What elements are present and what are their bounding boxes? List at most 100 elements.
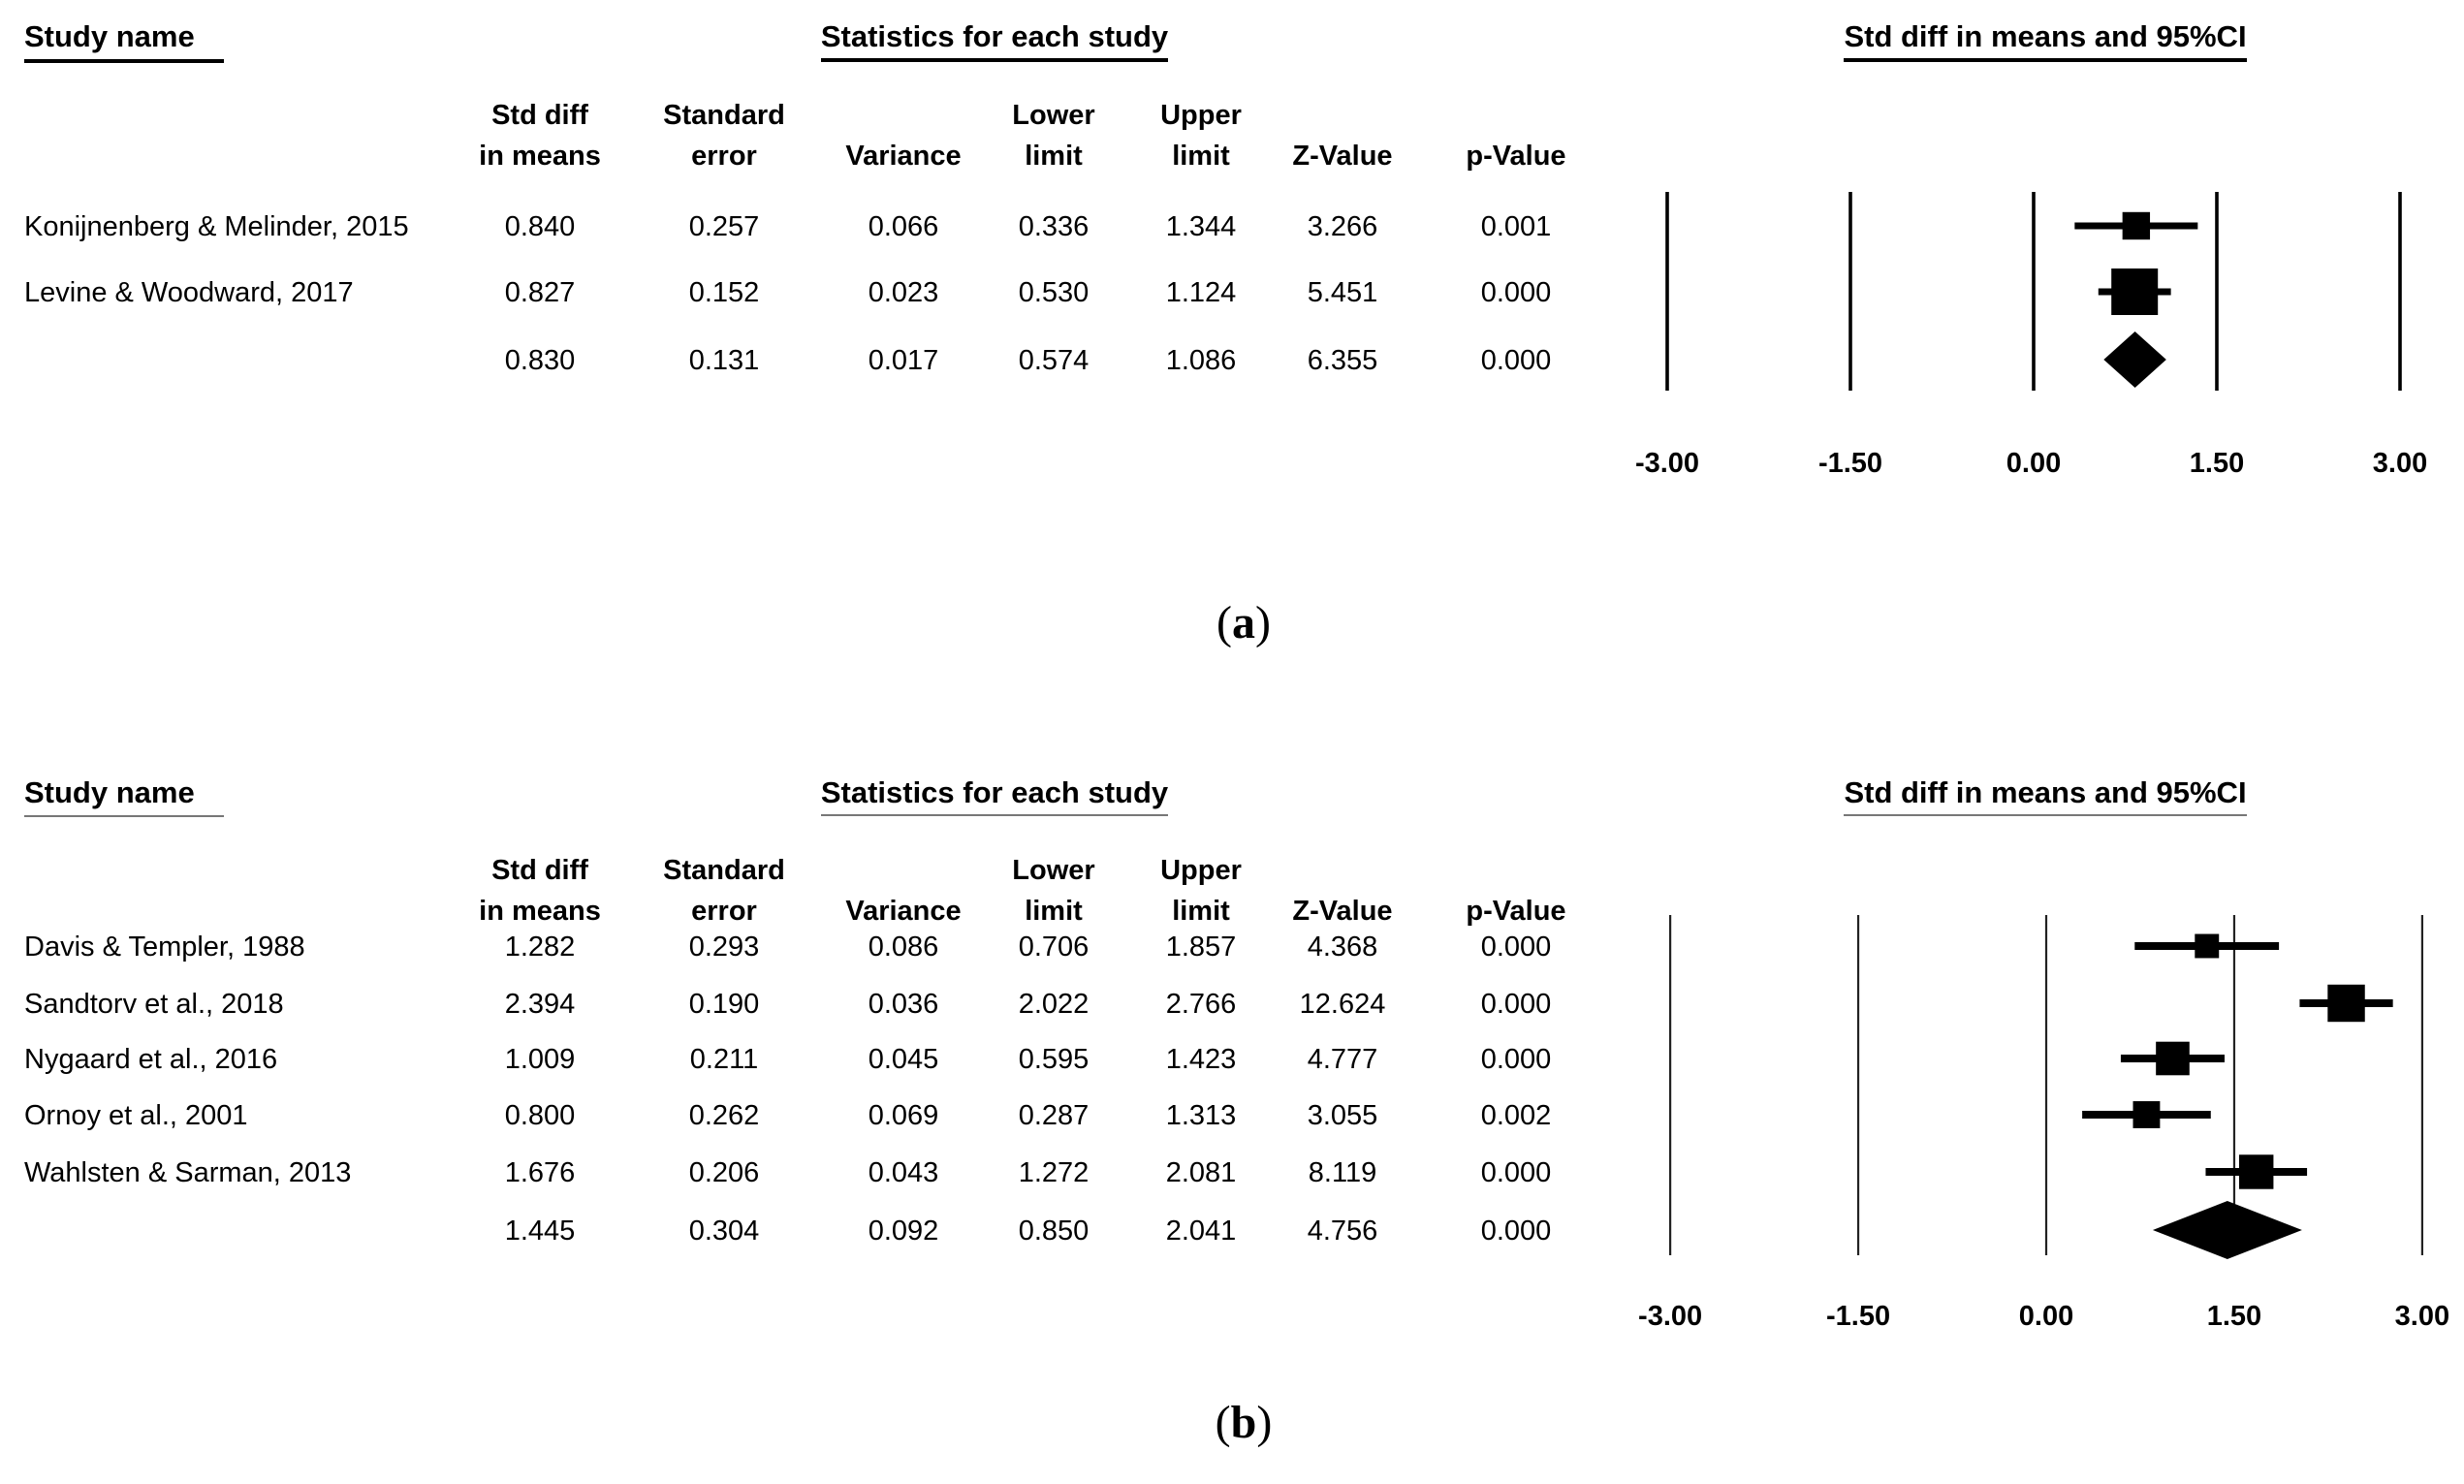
pooled-std-diff-value: 0.830	[504, 345, 576, 376]
study-name: Sandtorv et al., 2018	[24, 989, 284, 1020]
study-name-column-title: Study name	[24, 775, 224, 817]
p-value: 0.000	[1480, 931, 1552, 963]
stats-section-title: Statistics for each study	[752, 775, 1237, 816]
forest-plot-a: -3.00 -1.50 0.00 1.50 3.00	[1635, 192, 2427, 479]
upper-limit-value: 1.857	[1165, 931, 1237, 963]
column-header: Variance	[845, 141, 962, 172]
variance-value: 0.066	[868, 211, 939, 242]
effect-square	[2327, 984, 2365, 1023]
z-value: 3.055	[1307, 1100, 1378, 1131]
column-header: Std diff	[491, 100, 588, 131]
column-header: Standard	[663, 855, 785, 886]
axis-tick-label: 1.50	[2207, 1301, 2261, 1332]
standard-error-value: 0.293	[688, 931, 760, 963]
std-diff-value: 0.840	[504, 211, 576, 242]
variance-value: 0.086	[868, 931, 939, 963]
z-value: 5.451	[1307, 277, 1378, 308]
study-name: Levine & Woodward, 2017	[24, 277, 354, 308]
plot-section-title-text: Std diff in means and 95%CI	[1844, 775, 2247, 816]
effect-square	[2238, 1154, 2274, 1189]
pooled-diamond	[2152, 1201, 2302, 1259]
pooled-p-value: 0.000	[1480, 1216, 1552, 1247]
pooled-upper-limit-value: 1.086	[1165, 345, 1237, 376]
lower-limit-value: 0.287	[1018, 1100, 1090, 1131]
column-header: p-Value	[1466, 896, 1566, 927]
standard-error-value: 0.257	[688, 211, 760, 242]
std-diff-value: 0.800	[504, 1100, 576, 1131]
column-header: limit	[1172, 896, 1230, 927]
axis-tick-label: 0.00	[2019, 1301, 2073, 1332]
column-header: Z-Value	[1292, 141, 1393, 172]
panel-label-b-open: (	[1215, 1397, 1231, 1448]
std-diff-value: 1.676	[504, 1157, 576, 1188]
column-header: limit	[1025, 141, 1083, 172]
panel-label-b-close: )	[1256, 1397, 1273, 1448]
plot-section-title: Std diff in means and 95%CI	[1779, 19, 2312, 62]
stats-section-title: Statistics for each study	[752, 19, 1237, 62]
upper-limit-value: 1.344	[1165, 211, 1237, 242]
axis-tick-label: -1.50	[1826, 1301, 1890, 1332]
z-value: 8.119	[1308, 1157, 1377, 1188]
upper-limit-value: 1.313	[1165, 1100, 1237, 1131]
variance-value: 0.069	[868, 1100, 939, 1131]
z-value: 4.368	[1307, 931, 1378, 963]
effect-square	[2156, 1041, 2190, 1076]
column-header: Standard	[663, 100, 785, 131]
lower-limit-value: 0.336	[1018, 211, 1090, 242]
pooled-z-value: 4.756	[1307, 1216, 1378, 1247]
pooled-std-diff-value: 1.445	[504, 1216, 576, 1247]
axis-tick-label: 1.50	[2190, 448, 2244, 479]
column-header: Upper	[1160, 100, 1242, 131]
pooled-p-value: 0.000	[1480, 345, 1552, 376]
lower-limit-value: 0.595	[1018, 1044, 1090, 1075]
z-value: 4.777	[1307, 1044, 1378, 1075]
lower-limit-value: 2.022	[1018, 989, 1090, 1020]
pooled-upper-limit-value: 2.041	[1165, 1216, 1237, 1247]
column-header: Upper	[1160, 855, 1242, 886]
column-header: error	[691, 141, 757, 172]
upper-limit-value: 1.124	[1165, 277, 1237, 308]
pooled-lower-limit-value: 0.850	[1018, 1216, 1090, 1247]
std-diff-value: 1.282	[504, 931, 576, 963]
axis-tick-label: -3.00	[1635, 448, 1699, 479]
panel-label-b: (b)	[1050, 1396, 1437, 1449]
pooled-standard-error-value: 0.131	[688, 345, 760, 376]
pooled-variance-value: 0.092	[868, 1216, 939, 1247]
study-name: Wahlsten & Sarman, 2013	[24, 1157, 352, 1188]
axis-tick-label: 3.00	[2395, 1301, 2449, 1332]
column-header: limit	[1172, 141, 1230, 172]
pooled-lower-limit-value: 0.574	[1018, 345, 1090, 376]
effect-square	[2195, 933, 2220, 959]
study-name: Nygaard et al., 2016	[24, 1044, 278, 1075]
study-name: Ornoy et al., 2001	[24, 1100, 248, 1131]
column-header: limit	[1025, 896, 1083, 927]
variance-value: 0.043	[868, 1157, 939, 1188]
axis-tick-label: -1.50	[1818, 448, 1882, 479]
axis-tick-label: 3.00	[2373, 448, 2427, 479]
column-header: Variance	[845, 896, 962, 927]
column-header: in means	[479, 896, 601, 927]
standard-error-value: 0.211	[689, 1044, 759, 1075]
column-header: p-Value	[1466, 141, 1566, 172]
variance-value: 0.036	[868, 989, 939, 1020]
panel-label-a: (a)	[1050, 596, 1437, 649]
stats-section-title-text: Statistics for each study	[820, 19, 1169, 62]
upper-limit-value: 2.081	[1165, 1157, 1237, 1188]
column-header: Std diff	[491, 855, 588, 886]
std-diff-value: 0.827	[504, 277, 576, 308]
column-header: Lower	[1012, 855, 1095, 886]
plot-section-title-text: Std diff in means and 95%CI	[1844, 19, 2247, 62]
variance-value: 0.045	[868, 1044, 939, 1075]
effect-square	[2111, 268, 2159, 315]
p-value: 0.000	[1480, 277, 1552, 308]
z-value: 3.266	[1307, 211, 1378, 242]
column-header: in means	[479, 141, 601, 172]
z-value: 12.624	[1299, 989, 1386, 1020]
p-value: 0.001	[1480, 211, 1552, 242]
column-header: Lower	[1012, 100, 1095, 131]
lower-limit-value: 0.706	[1018, 931, 1090, 963]
pooled-diamond	[2103, 332, 2166, 388]
panel-label-a-letter: a	[1232, 597, 1255, 648]
standard-error-value: 0.262	[688, 1100, 760, 1131]
standard-error-value: 0.152	[688, 277, 760, 308]
